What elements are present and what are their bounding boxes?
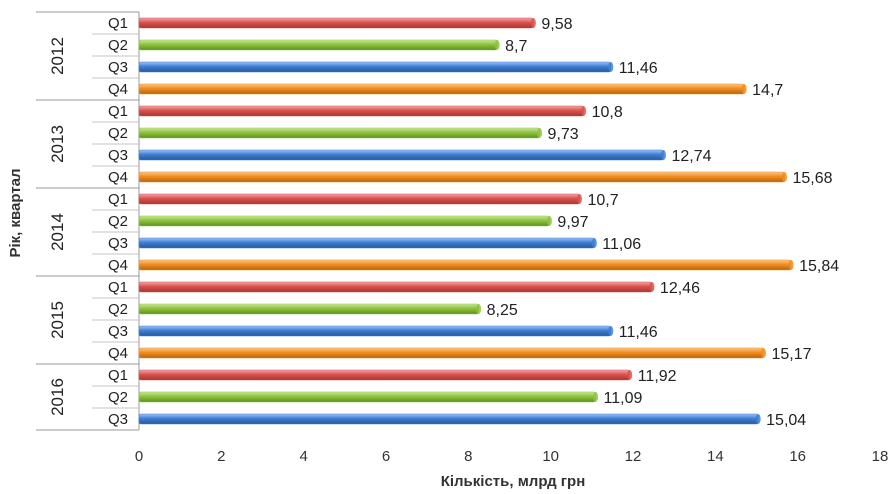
- x-tick-label: 4: [299, 448, 307, 465]
- bar-2015-q3: [138, 325, 612, 337]
- category-label: Q1: [108, 191, 128, 208]
- category-label: Q1: [108, 279, 128, 296]
- category-label: Q2: [108, 301, 128, 318]
- data-label: 9,58: [541, 16, 572, 33]
- data-label: 15,04: [766, 412, 806, 429]
- x-tick-label: 0: [135, 448, 143, 465]
- data-label: 11,06: [602, 236, 641, 253]
- bar-cap: [530, 18, 536, 28]
- data-label: 14,7: [752, 82, 783, 99]
- bar-cap: [494, 40, 500, 50]
- x-tick-label: 2: [217, 448, 225, 465]
- data-label: 15,17: [771, 346, 811, 363]
- bar-2012-q4: [138, 83, 745, 95]
- bar-2012-q1: [138, 17, 534, 29]
- bar-cap: [581, 106, 587, 116]
- bar-2012-q3: [138, 61, 612, 73]
- x-tick-label: 14: [707, 448, 724, 465]
- bar-2014-q1: [138, 193, 580, 205]
- category-label: Q1: [108, 15, 128, 32]
- year-label: 2013: [48, 125, 67, 163]
- year-label: 2014: [48, 213, 67, 251]
- bar-cap: [741, 84, 747, 94]
- y-axis-title: Рік, квартал: [7, 168, 24, 257]
- year-label: 2012: [48, 37, 67, 75]
- data-label: 12,74: [671, 148, 711, 165]
- category-label: Q3: [108, 235, 128, 252]
- bar-cap: [660, 150, 666, 160]
- data-label: 9,97: [557, 214, 588, 231]
- data-labels: 9,58 8,7 11,46 14,7 10,8 9,73 12,74 15,68 10,7 9,…: [487, 16, 840, 429]
- data-label: 11,09: [604, 390, 643, 407]
- category-label: Q2: [108, 389, 128, 406]
- category-label: Q2: [108, 125, 128, 142]
- category-label: Q4: [108, 257, 128, 274]
- category-label: Q3: [108, 147, 128, 164]
- x-axis-title: Кількість, млрд грн: [441, 473, 586, 490]
- bar-2013-q2: [138, 127, 540, 139]
- bar-cap: [627, 370, 633, 380]
- category-label: Q4: [108, 81, 128, 98]
- bar-2013-q4: [138, 171, 785, 183]
- category-label: Q3: [108, 59, 128, 76]
- bar-cap: [591, 238, 597, 248]
- data-label: 10,7: [587, 192, 618, 209]
- data-label: 10,8: [592, 104, 623, 121]
- x-tick-label: 12: [625, 448, 642, 465]
- data-label: 11,46: [619, 60, 658, 77]
- category-axis: Q1 Q2 Q3 Q4 2012 Q1 Q2 Q3 Q4 2013 Q1 Q2 Q3 Q4 2014 Q1 Q2…: [36, 11, 139, 431]
- bar-cap: [546, 216, 552, 226]
- bar-2014-q2: [138, 215, 550, 227]
- bar-2013-q3: [138, 149, 664, 161]
- bar-cap: [476, 304, 482, 314]
- x-tick-label: 16: [789, 448, 806, 465]
- data-label: 11,92: [638, 368, 677, 385]
- bar-2016-q2: [138, 391, 596, 403]
- x-axis-ticks: 0 2 4 6 8 10 12 14 16 18: [135, 448, 889, 465]
- bar-cap: [608, 326, 614, 336]
- data-label: 11,46: [619, 324, 658, 341]
- data-label: 15,68: [792, 170, 832, 187]
- data-label: 9,73: [548, 126, 579, 143]
- data-label: 15,84: [799, 258, 839, 275]
- bar-2016-q3: [138, 413, 759, 425]
- bars: [138, 17, 794, 425]
- year-label: 2015: [48, 301, 67, 339]
- bar-2012-q2: [138, 39, 498, 51]
- bar-2016-q1: [138, 369, 631, 381]
- data-label: 8,7: [505, 38, 527, 55]
- bar-2014-q4: [138, 259, 792, 271]
- data-label: 12,46: [660, 280, 700, 297]
- bar-2013-q1: [138, 105, 584, 117]
- bar-2015-q2: [138, 303, 479, 315]
- bar-cap: [576, 194, 582, 204]
- bar-cap: [755, 414, 761, 424]
- bar-cap: [760, 348, 766, 358]
- bar-cap: [608, 62, 614, 72]
- x-tick-label: 18: [872, 448, 889, 465]
- category-label: Q1: [108, 103, 128, 120]
- bar-2014-q3: [138, 237, 595, 249]
- data-label: 8,25: [487, 302, 518, 319]
- category-label: Q3: [108, 411, 128, 428]
- category-label: Q2: [108, 213, 128, 230]
- x-tick-label: 10: [542, 448, 559, 465]
- year-label: 2016: [48, 378, 67, 416]
- bar-2015-q1: [138, 281, 653, 293]
- category-label: Q1: [108, 367, 128, 384]
- category-label: Q4: [108, 169, 128, 186]
- category-label: Q3: [108, 323, 128, 340]
- bar-cap: [781, 172, 787, 182]
- bar-cap: [593, 392, 599, 402]
- x-tick-label: 6: [382, 448, 390, 465]
- bar-cap: [649, 282, 655, 292]
- category-label: Q4: [108, 345, 128, 362]
- bar-cap: [537, 128, 543, 138]
- bar-2015-q4: [138, 347, 764, 359]
- x-tick-label: 8: [464, 448, 472, 465]
- bar-cap: [788, 260, 794, 270]
- category-label: Q2: [108, 37, 128, 54]
